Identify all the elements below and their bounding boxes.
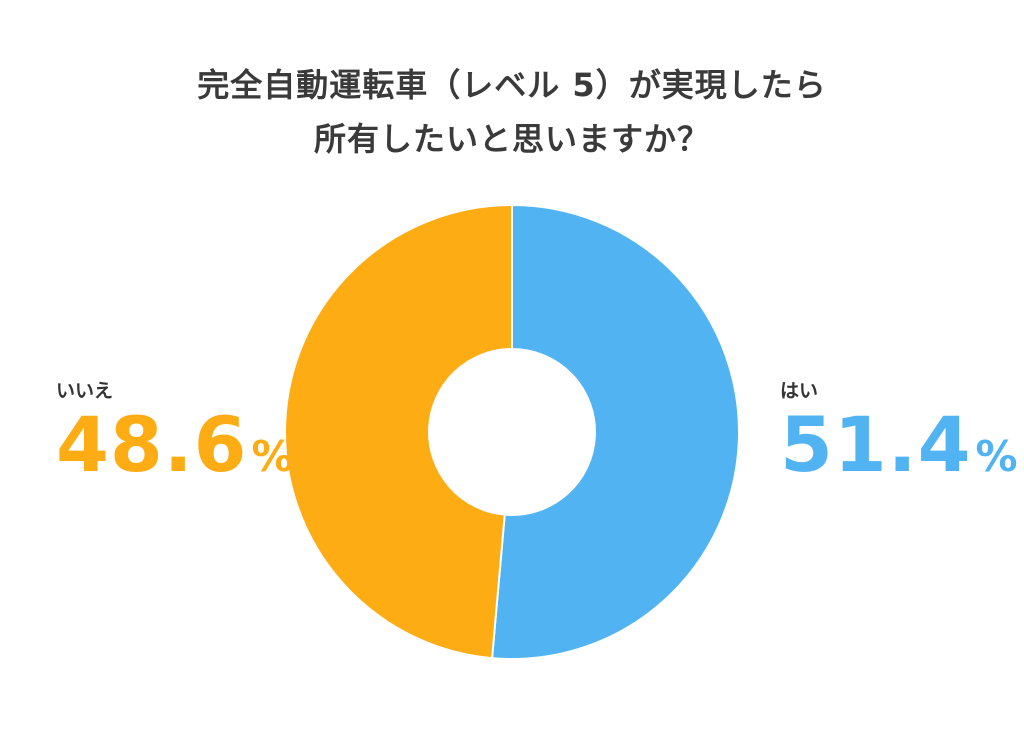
slice-label-yes-category: はい: [780, 380, 819, 402]
slice-label-no-category: いいえ: [56, 380, 114, 402]
slice-label-yes: はい 51.4%: [780, 376, 1018, 485]
slice-label-yes-unit: %: [975, 432, 1018, 481]
donut-slice-yes: [490, 203, 740, 660]
chart-title-line-2: 所有したいと思いますか？: [313, 120, 710, 158]
slice-label-no-unit: %: [251, 432, 294, 481]
slice-label-no-value: 48.6: [56, 400, 248, 489]
donut-slice-no: [284, 203, 513, 660]
chart-title: 完全自動運転車（レベル 5）が実現したら 所有したいと思いますか？: [0, 58, 1024, 166]
slice-label-no: いいえ 48.6%: [56, 376, 294, 485]
chart-title-line-1: 完全自動運転車（レベル 5）が実現したら: [197, 66, 827, 104]
slice-label-yes-value: 51.4: [780, 400, 972, 489]
